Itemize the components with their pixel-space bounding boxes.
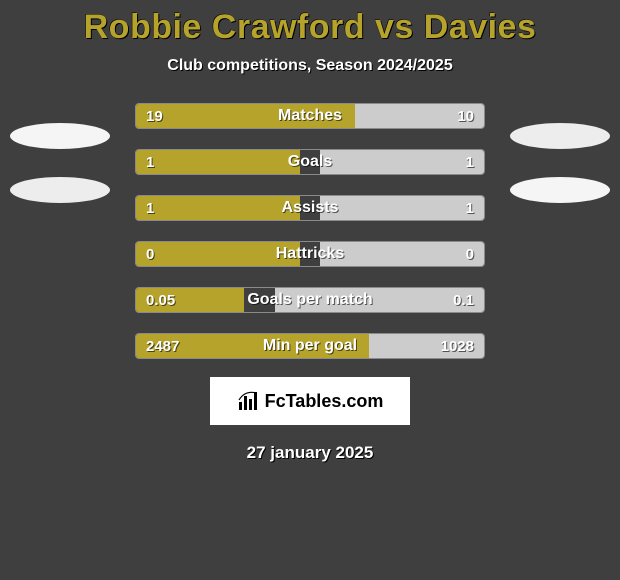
stat-value-right: 10: [457, 104, 474, 128]
stat-fill-left: [136, 104, 355, 128]
stat-fill-left: [136, 196, 300, 220]
stat-fill-right: [320, 196, 484, 220]
logo-text: FcTables.com: [265, 391, 384, 412]
stats-container: 1910Matches11Goals11Assists00Hattricks0.…: [135, 103, 485, 359]
page-subtitle: Club competitions, Season 2024/2025: [0, 57, 620, 75]
stat-value-left: 1: [146, 150, 154, 174]
stat-value-right: 1: [466, 150, 474, 174]
page-title: Robbie Crawford vs Davies: [0, 0, 620, 47]
stat-value-right: 1: [466, 196, 474, 220]
stat-fill-right: [320, 242, 484, 266]
stat-row: 11Goals: [135, 149, 485, 175]
stat-row: 0.050.1Goals per match: [135, 287, 485, 313]
team-badge-placeholder: [10, 177, 110, 203]
page-date: 27 january 2025: [0, 443, 620, 463]
stat-fill-left: [136, 242, 300, 266]
stat-value-right: 0.1: [453, 288, 474, 312]
stat-value-left: 0: [146, 242, 154, 266]
stat-row: 24871028Min per goal: [135, 333, 485, 359]
team-badge-placeholder: [510, 123, 610, 149]
stat-value-right: 1028: [441, 334, 474, 358]
team-badge-placeholder: [10, 123, 110, 149]
stat-value-right: 0: [466, 242, 474, 266]
stat-value-left: 2487: [146, 334, 179, 358]
stat-value-left: 0.05: [146, 288, 175, 312]
stat-row: 11Assists: [135, 195, 485, 221]
team-badge-placeholder: [510, 177, 610, 203]
fctables-logo: FcTables.com: [210, 377, 410, 425]
stat-value-left: 1: [146, 196, 154, 220]
stat-fill-left: [136, 150, 300, 174]
stat-row: 00Hattricks: [135, 241, 485, 267]
stat-row: 1910Matches: [135, 103, 485, 129]
stat-value-left: 19: [146, 104, 163, 128]
chart-icon: [237, 390, 261, 412]
stat-fill-right: [320, 150, 484, 174]
